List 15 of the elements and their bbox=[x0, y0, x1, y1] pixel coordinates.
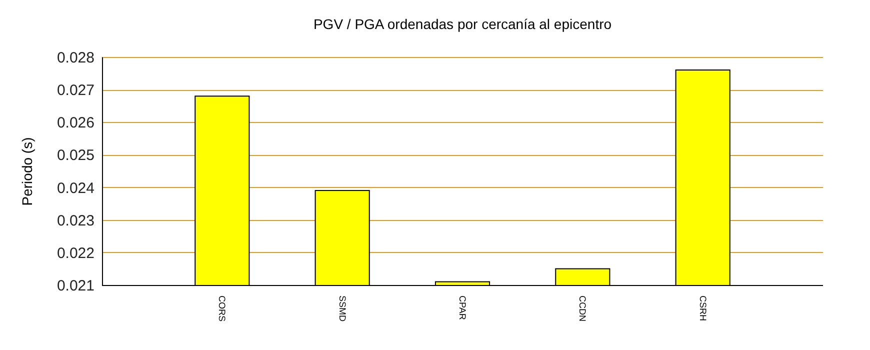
x-tick-label: CSRH bbox=[698, 296, 708, 322]
y-tick-label: 0.027 bbox=[56, 82, 94, 100]
y-tick-label: 0.023 bbox=[56, 212, 94, 230]
x-tick-label: SSMD bbox=[337, 296, 348, 322]
x-tick-label: CPAR bbox=[458, 296, 468, 320]
y-tick-label: 0.021 bbox=[56, 278, 94, 294]
y-tick-label: 0.028 bbox=[56, 50, 94, 66]
y-axis-title: Periodo (s) bbox=[18, 137, 35, 206]
y-tick-label: 0.024 bbox=[56, 180, 94, 197]
chart-title: PGV / PGA ordenadas por cercanía al epicentro bbox=[313, 16, 612, 32]
y-tick-label: 0.022 bbox=[56, 244, 94, 262]
y-tick-label: 0.025 bbox=[56, 147, 94, 164]
x-tick-label: CORS bbox=[217, 296, 228, 322]
x-tick-label: CCDN bbox=[578, 296, 588, 322]
y-tick-label: 0.026 bbox=[56, 114, 94, 132]
